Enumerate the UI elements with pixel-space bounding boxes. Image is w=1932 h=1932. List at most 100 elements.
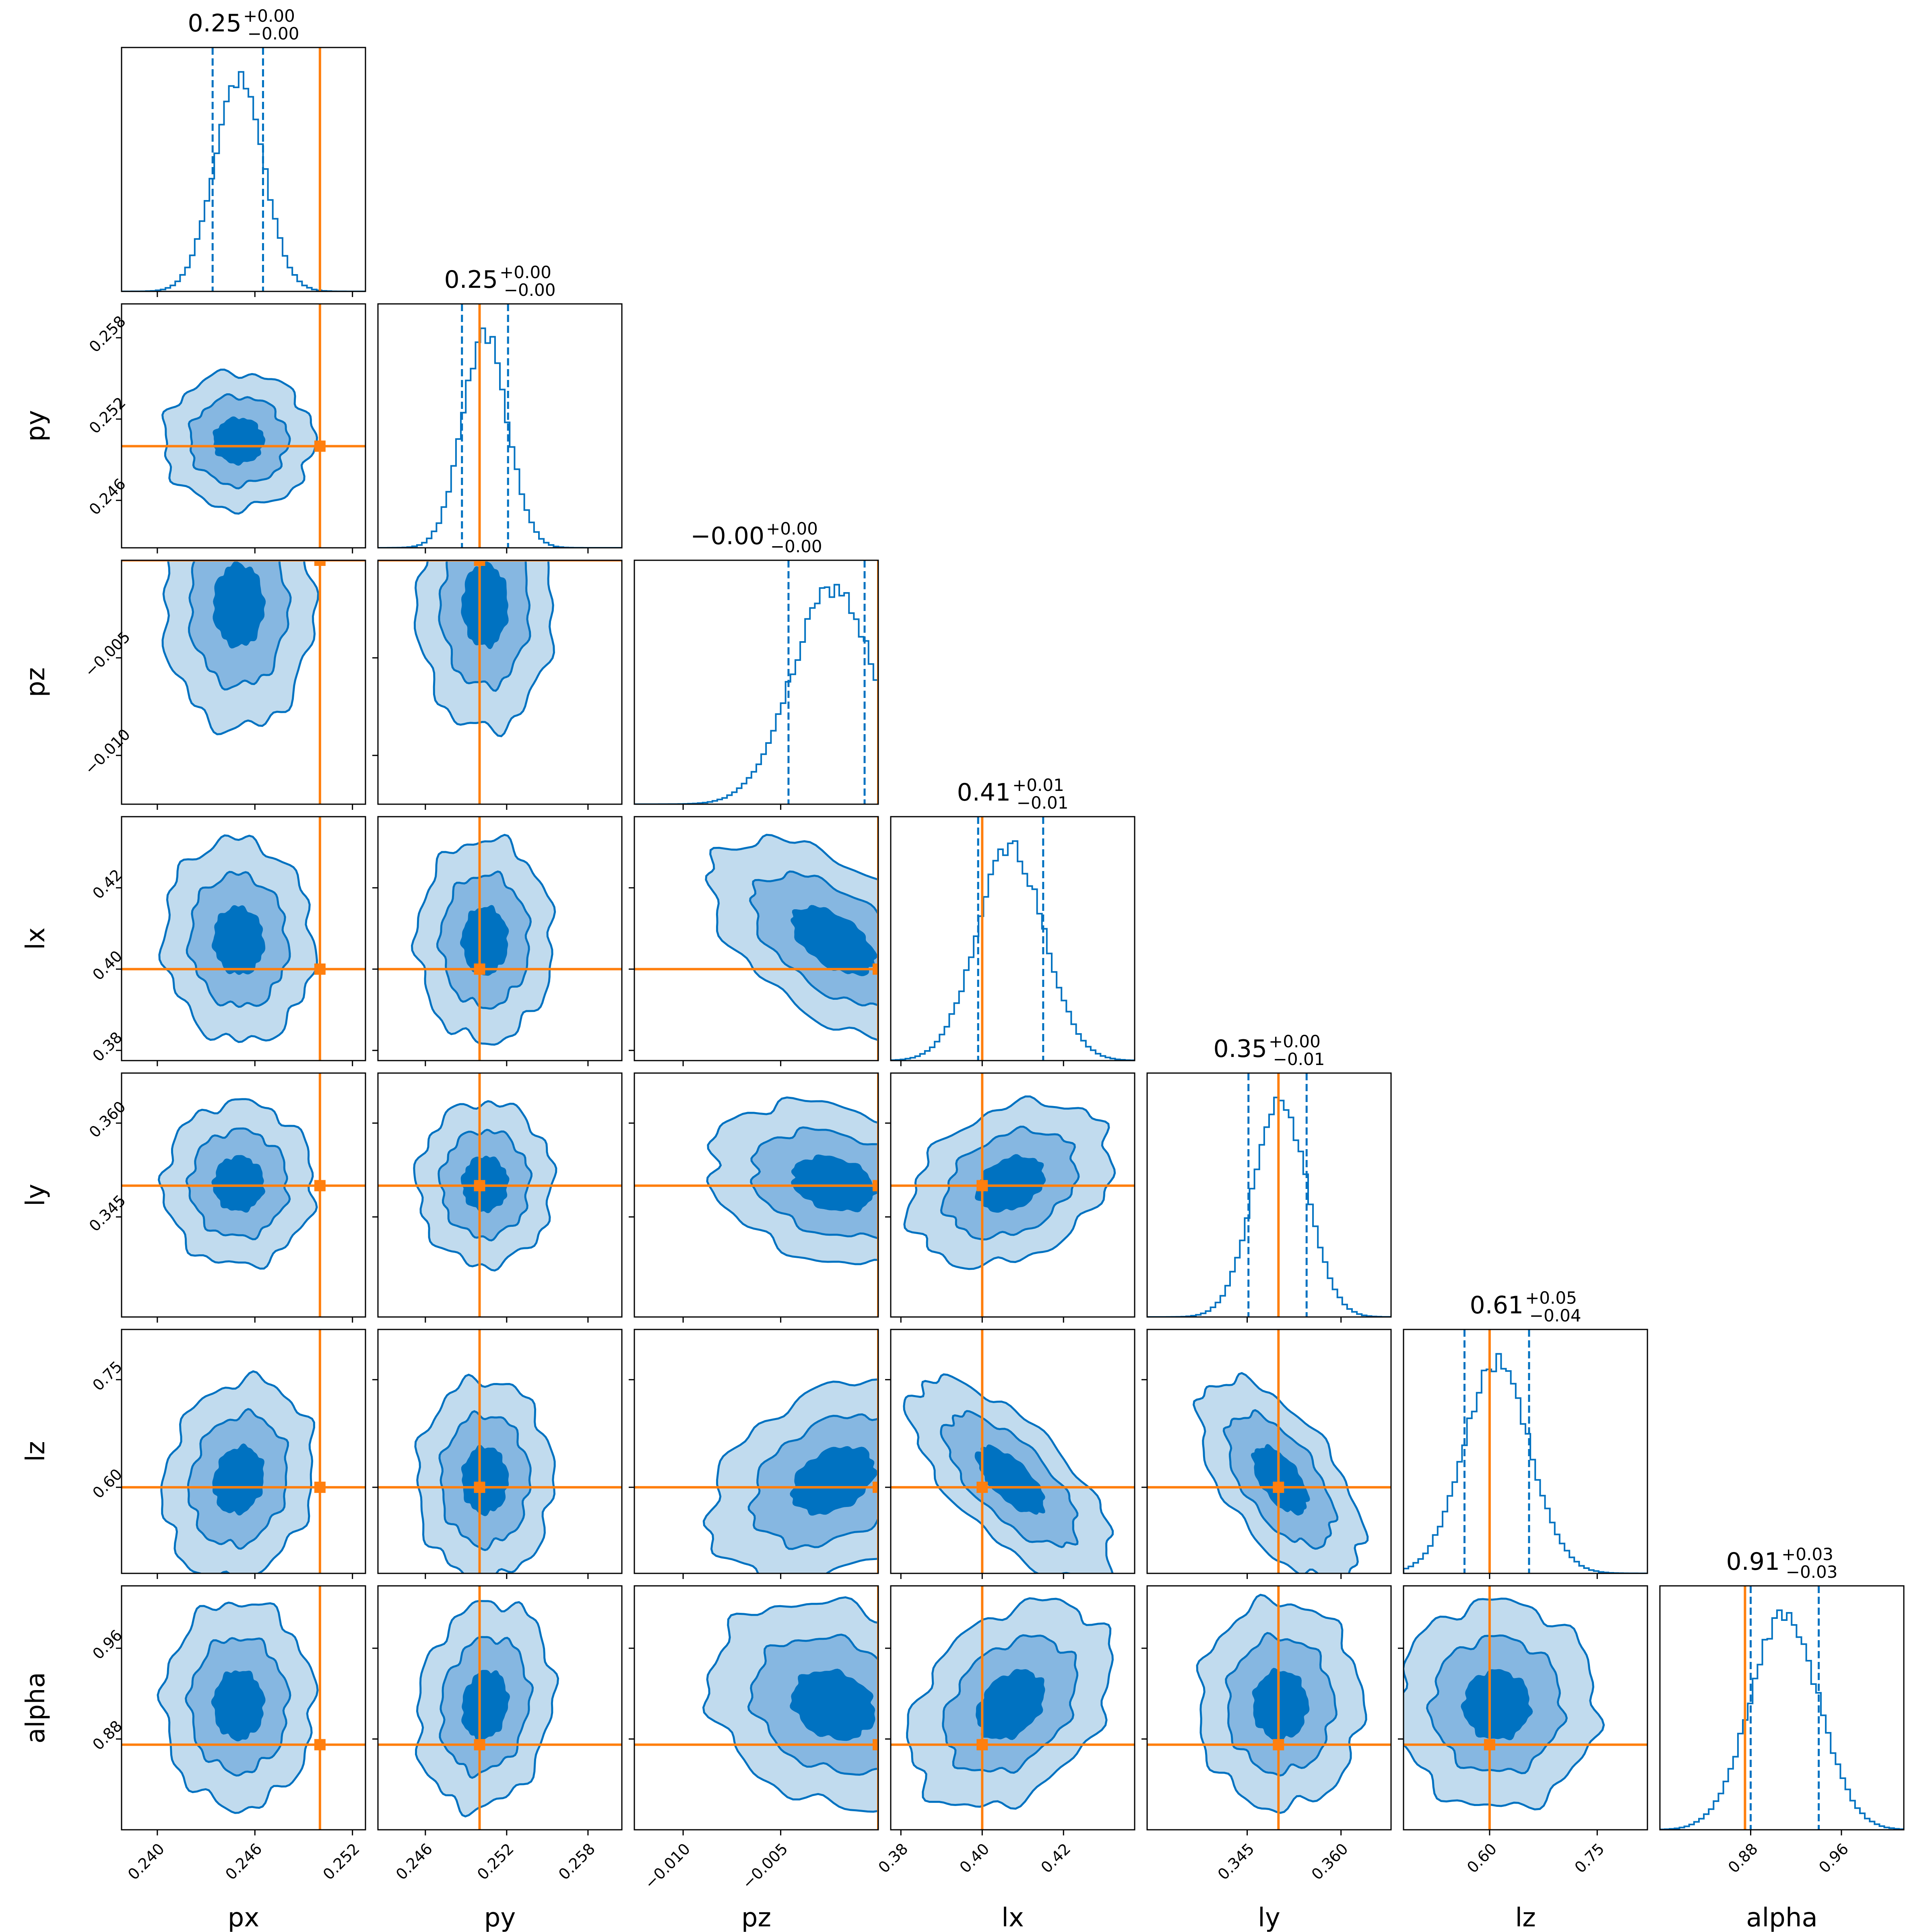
panel-frame xyxy=(377,303,623,549)
panel-lx-py xyxy=(372,816,623,1066)
x-axis-label-lx: lx xyxy=(1001,1903,1024,1932)
panel-px-px: 0.25+0.00 −0.00 xyxy=(121,6,366,297)
x-tick-label-px: 0.240 xyxy=(124,1840,168,1883)
truth-marker-pz-py xyxy=(474,560,485,566)
x-axis-label-alpha: alpha xyxy=(1746,1903,1817,1932)
x-axis-label-ly: ly xyxy=(1258,1903,1280,1932)
panel-frame xyxy=(634,1329,879,1574)
title-lz: 0.61+0.05 −0.04 xyxy=(1470,1288,1581,1325)
contour-1-lz-ly xyxy=(1251,1444,1310,1516)
truth-marker-pz-px xyxy=(314,560,326,566)
panel-alpha-lx: 0.38 0.40 0.42 xyxy=(875,1585,1135,1876)
contour-1-lz-pz xyxy=(790,1446,878,1516)
panel-frame xyxy=(121,47,366,292)
panel-pz-px: −0.010 −0.005 xyxy=(81,559,366,810)
panel-frame xyxy=(1146,1072,1392,1318)
contour-1-alpha-py xyxy=(461,1670,510,1743)
x-tick-label-py: 0.258 xyxy=(555,1840,599,1883)
x-tick-label-pz: −0.005 xyxy=(739,1840,791,1893)
truth-marker-ly-pz xyxy=(873,1180,878,1191)
panel-lz-lz: 0.61+0.05 −0.04 xyxy=(1403,1288,1648,1579)
panel-alpha-py: 0.246 0.252 0.258 xyxy=(372,1585,623,1883)
panel-alpha-ly: 0.345 0.360 xyxy=(1141,1585,1392,1883)
y-tick-label-lx: 0.38 xyxy=(89,1028,126,1065)
x-tick-label-alpha: 0.96 xyxy=(1815,1840,1852,1876)
panel-lz-ly xyxy=(1141,1329,1392,1579)
contour-1-ly-px xyxy=(211,1155,266,1213)
contour-1-alpha-lz xyxy=(1461,1669,1533,1740)
panel-frame xyxy=(121,1329,366,1574)
panel-ly-lx xyxy=(885,1072,1135,1323)
x-tick-label-lz: 0.60 xyxy=(1463,1840,1500,1876)
truth-marker-lz-px xyxy=(314,1482,326,1493)
truth-marker-lz-lx xyxy=(976,1482,988,1493)
panel-lz-lx xyxy=(885,1329,1135,1579)
y-tick-label-pz: −0.010 xyxy=(81,725,134,778)
panel-frame xyxy=(1146,1329,1392,1574)
truth-marker-ly-lx xyxy=(976,1180,988,1191)
panel-frame xyxy=(1146,1585,1392,1831)
y-tick-label-ly: 0.360 xyxy=(86,1098,129,1141)
histogram-lx xyxy=(891,840,1135,1061)
contour-1-pz-py xyxy=(461,561,509,649)
panel-lz-pz xyxy=(629,1329,879,1579)
panel-frame xyxy=(1403,1585,1648,1831)
panel-py-py: 0.25+0.00 −0.00 xyxy=(377,262,623,553)
panel-frame xyxy=(634,816,879,1061)
truth-marker-alpha-lx xyxy=(976,1739,988,1750)
truth-marker-lz-py xyxy=(474,1482,485,1493)
truth-marker-py-px xyxy=(314,440,326,452)
panel-lx-pz xyxy=(629,816,879,1066)
y-tick-label-alpha: 0.96 xyxy=(89,1626,126,1663)
panel-lz-px: 0.60 0.75 xyxy=(89,1329,366,1579)
panel-frame xyxy=(890,1329,1135,1574)
y-tick-label-ly: 0.345 xyxy=(86,1191,129,1235)
y-tick-label-lz: 0.60 xyxy=(89,1465,126,1502)
x-tick-label-lx: 0.40 xyxy=(956,1840,993,1876)
truth-marker-lx-px xyxy=(314,963,326,975)
title-lx: 0.41+0.01 −0.01 xyxy=(957,775,1068,813)
panel-lx-lx: 0.41+0.01 −0.01 xyxy=(890,775,1135,1066)
x-tick-label-ly: 0.345 xyxy=(1214,1840,1258,1883)
panel-frame xyxy=(121,303,366,549)
contour-1-alpha-lx xyxy=(976,1669,1045,1740)
y-axis-label-alpha: alpha xyxy=(21,1672,51,1743)
contour-1-lx-px xyxy=(211,905,266,975)
panel-alpha-px: 0.240 0.246 0.252 0.88 0.96 xyxy=(89,1585,366,1883)
contour-1-lz-px xyxy=(212,1443,264,1516)
title-ly: 0.35+0.00 −0.01 xyxy=(1213,1032,1325,1069)
contour-1-ly-lx xyxy=(974,1154,1046,1213)
histogram-py xyxy=(378,327,622,548)
truth-marker-alpha-ly xyxy=(1273,1739,1284,1750)
panel-frame xyxy=(377,816,623,1061)
title-pz: −0.00+0.00 −0.00 xyxy=(690,519,822,556)
x-axis-label-py: py xyxy=(484,1903,516,1932)
panel-alpha-alpha: 0.91+0.03 −0.03 0.88 0.96 xyxy=(1659,1544,1905,1876)
panel-frame xyxy=(890,1072,1135,1318)
panel-frame xyxy=(121,816,366,1061)
contour-1-py-px xyxy=(213,416,266,466)
panel-frame xyxy=(377,1329,623,1574)
truth-marker-alpha-lz xyxy=(1484,1739,1495,1750)
x-tick-label-py: 0.246 xyxy=(392,1840,436,1883)
x-tick-label-lx: 0.38 xyxy=(875,1840,911,1876)
x-tick-label-pz: −0.010 xyxy=(641,1840,694,1893)
y-tick-label-alpha: 0.88 xyxy=(89,1717,126,1754)
panel-frame xyxy=(377,559,623,805)
histogram-alpha xyxy=(1660,1609,1904,1830)
panel-pz-pz: −0.00+0.00 −0.00 xyxy=(634,519,879,810)
panel-frame xyxy=(634,1585,879,1831)
y-tick-label-lx: 0.42 xyxy=(89,866,126,902)
y-tick-label-lz: 0.75 xyxy=(89,1358,126,1394)
y-tick-label-py: 0.258 xyxy=(86,312,129,356)
title-alpha: 0.91+0.03 −0.03 xyxy=(1726,1544,1837,1582)
truth-marker-alpha-pz xyxy=(873,1739,878,1750)
panel-ly-ly: 0.35+0.00 −0.01 xyxy=(1146,1032,1392,1323)
panel-frame xyxy=(377,1585,623,1831)
y-tick-label-pz: −0.005 xyxy=(81,628,134,681)
title-py: 0.25+0.00 −0.00 xyxy=(444,262,555,300)
panel-frame xyxy=(634,559,879,805)
x-tick-label-px: 0.246 xyxy=(222,1840,265,1883)
histogram-ly xyxy=(1147,1096,1391,1317)
